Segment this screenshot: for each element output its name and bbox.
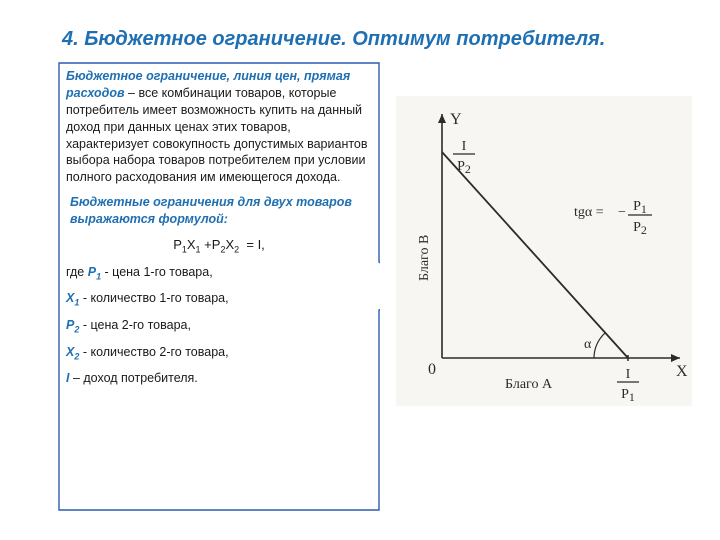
svg-text:0: 0 <box>428 361 436 378</box>
definition-rest: – все комбинации товаров, которые потреб… <box>66 86 368 184</box>
svg-text:α: α <box>584 337 592 352</box>
definition-callout: Бюджетное ограничение, линия цен, прямая… <box>58 62 380 514</box>
definition-paragraph: Бюджетное ограничение, линия цен, прямая… <box>66 68 372 186</box>
formula-intro: Бюджетные ограничения для двух товаров в… <box>70 194 372 228</box>
where-i: I – доход потребителя. <box>66 370 372 387</box>
svg-text:I: I <box>462 139 467 154</box>
svg-text:X: X <box>676 363 688 380</box>
budget-line-chart: YX0αБлаго AБлаго BIP2IP1tgα = −P1P2 <box>396 96 692 406</box>
svg-text:−: − <box>618 205 626 220</box>
where-p2: P2 - цена 2-го товара, <box>66 317 372 336</box>
svg-text:I: I <box>626 367 631 382</box>
definition-text: Бюджетное ограничение, линия цен, прямая… <box>66 68 372 395</box>
svg-text:Y: Y <box>450 111 462 128</box>
svg-text:tgα =: tgα = <box>574 205 604 220</box>
where-x1: X1 - количество 1-го товара, <box>66 290 372 309</box>
where-p1: где P1 - цена 1-го товара, <box>66 264 372 283</box>
formula: P1X1 +P2X2 = I, <box>66 236 372 256</box>
svg-text:P2: P2 <box>457 159 471 176</box>
svg-text:P2: P2 <box>633 220 647 237</box>
page-title: 4. Бюджетное ограничение. Оптимум потреб… <box>62 28 605 51</box>
where-x2: X2 - количество 2-го товара, <box>66 344 372 363</box>
svg-text:Благо B: Благо B <box>417 235 432 281</box>
svg-text:Благо A: Благо A <box>505 377 553 392</box>
svg-text:P1: P1 <box>633 199 647 216</box>
svg-text:P1: P1 <box>621 387 635 404</box>
